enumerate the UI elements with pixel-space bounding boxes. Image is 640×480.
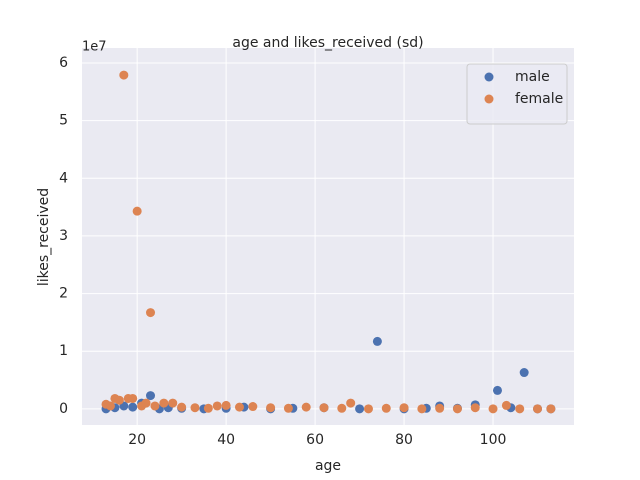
x-axis-label: age <box>315 458 341 474</box>
y-tick-label: 6 <box>59 55 68 71</box>
x-tick-label: 40 <box>217 432 235 448</box>
point <box>533 404 543 414</box>
y-tick-label: 5 <box>59 113 68 129</box>
point <box>372 336 382 346</box>
point <box>132 206 142 216</box>
point <box>346 398 356 408</box>
point <box>501 400 511 410</box>
chart-title: age and likes_received (sd) <box>232 35 423 51</box>
point <box>141 398 151 408</box>
point <box>146 391 156 401</box>
y-tick-label: 0 <box>59 401 68 417</box>
point <box>128 393 138 403</box>
point <box>190 403 200 413</box>
point <box>203 403 213 413</box>
x-tick-label: 60 <box>306 432 324 448</box>
legend-marker <box>484 72 494 82</box>
point <box>492 385 502 395</box>
point <box>519 368 529 378</box>
point <box>177 402 187 412</box>
point <box>212 401 222 411</box>
point <box>221 400 231 410</box>
legend-marker <box>484 94 494 104</box>
point <box>363 404 373 414</box>
point <box>266 403 276 413</box>
point <box>146 308 156 318</box>
point <box>159 398 169 408</box>
point <box>319 403 329 413</box>
point <box>128 402 138 412</box>
y-tick-label: 1 <box>59 343 68 359</box>
point <box>515 404 525 414</box>
point <box>283 403 293 413</box>
point <box>355 404 365 414</box>
point <box>234 402 244 412</box>
point <box>452 404 462 414</box>
marks <box>101 70 556 414</box>
y-tick-label: 4 <box>59 170 68 186</box>
y-axis-label: likes_received <box>36 188 52 286</box>
y-offset-label: 1e7 <box>82 40 107 55</box>
point <box>168 398 178 408</box>
point <box>150 401 160 411</box>
legend-label: female <box>515 91 563 107</box>
point <box>337 403 347 413</box>
point <box>248 402 258 412</box>
point <box>488 404 498 414</box>
x-tick-label: 20 <box>128 432 146 448</box>
x-tick-label: 80 <box>395 432 413 448</box>
y-tick-label: 2 <box>59 286 68 302</box>
point <box>301 402 311 412</box>
x-tick-label: 100 <box>480 432 507 448</box>
point <box>119 70 129 80</box>
legend-label: male <box>515 69 550 85</box>
point <box>470 403 480 413</box>
point <box>435 403 445 413</box>
point <box>546 404 556 414</box>
y-tick-label: 3 <box>59 228 68 244</box>
point <box>381 403 391 413</box>
point <box>105 401 115 411</box>
point <box>114 395 124 405</box>
point <box>417 404 427 414</box>
point <box>399 403 409 413</box>
